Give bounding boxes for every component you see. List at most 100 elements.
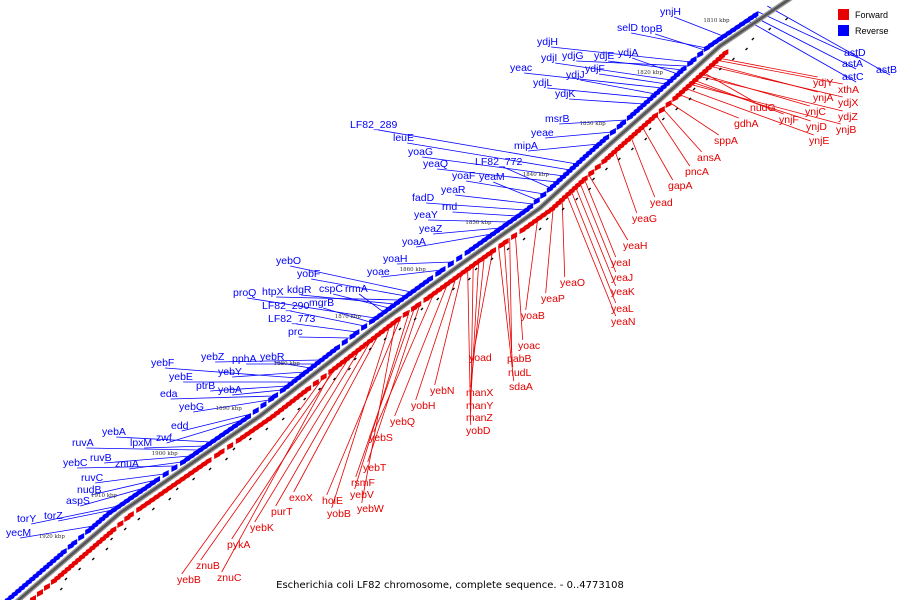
small-mark (474, 267, 478, 271)
forward-gene-label: ynjB (836, 124, 856, 136)
reverse-leader-line (503, 166, 551, 189)
reverse-leader-line (77, 465, 176, 469)
forward-gene-glyph (29, 595, 36, 600)
reverse-leader-line (674, 16, 723, 37)
small-mark (545, 217, 549, 221)
small-mark (91, 557, 95, 561)
forward-gene-label: sdaA (509, 381, 533, 393)
reverse-gene-glyph (85, 527, 92, 535)
small-mark (413, 317, 417, 321)
reverse-gene-label: yebA (102, 426, 126, 438)
reverse-gene-label: yebC (63, 457, 88, 469)
forward-leader-line (715, 59, 843, 85)
reverse-gene-label: yebR (260, 351, 285, 363)
forward-leader-line (467, 267, 472, 426)
forward-gene-label: ynjA (813, 92, 833, 104)
reverse-gene-glyph (697, 50, 704, 58)
reverse-gene-label: yoae (367, 266, 390, 278)
forward-leader-line (525, 217, 539, 311)
forward-leader-line (498, 245, 515, 382)
small-mark (785, 17, 788, 21)
small-mark (604, 167, 608, 171)
forward-gene-glyph (50, 577, 57, 585)
small-mark (768, 27, 772, 31)
forward-leader-line (394, 281, 449, 417)
forward-gene-label: yeaH (623, 240, 648, 252)
reverse-gene-glyph (456, 254, 463, 262)
reverse-gene-glyph (540, 191, 547, 199)
forward-gene-label: nudL (508, 367, 532, 379)
forward-leader-line (641, 125, 674, 181)
forward-gene-label: yeaL (611, 303, 634, 315)
reverse-gene-label: htpX (262, 286, 284, 298)
forward-leader-line (200, 363, 340, 561)
reverse-gene-label: yobF (297, 268, 320, 280)
forward-gene-glyph (43, 583, 50, 591)
reverse-gene-label: prc (288, 326, 303, 338)
forward-leader-line (514, 233, 524, 341)
forward-gene-label: yeaK (611, 286, 635, 298)
reverse-gene-label: ydjA (618, 47, 638, 59)
small-mark (137, 517, 141, 521)
forward-gene-glyph (136, 505, 143, 513)
reverse-gene-glyph (341, 338, 348, 346)
forward-leader-line (354, 309, 411, 490)
reverse-leader-line (569, 98, 645, 105)
reverse-gene-label: astA (842, 58, 863, 70)
reverse-gene-label: topB (641, 23, 663, 35)
forward-leader-line (373, 291, 435, 433)
reverse-gene-glyph (447, 260, 454, 268)
reverse-leader-line (524, 72, 663, 89)
forward-leader-line (361, 319, 397, 504)
forward-gene-label: yebK (250, 522, 274, 534)
reverse-leader-line (290, 310, 365, 327)
reverse-gene-glyphs (4, 11, 759, 600)
forward-leader-line (331, 323, 391, 509)
reverse-gene-label: astD (844, 47, 866, 59)
forward-gene-label: yeaO (560, 277, 585, 289)
reverse-leader-line (290, 265, 412, 293)
reverse-gene-label: ydjL (533, 77, 552, 89)
reverse-gene-glyph (279, 386, 286, 394)
small-mark (630, 147, 634, 151)
reverse-gene-glyph (361, 323, 368, 331)
reverse-gene-label: yeaM (479, 171, 505, 183)
small-mark (561, 207, 565, 211)
forward-gene-label: yobH (411, 400, 436, 412)
small-mark (59, 587, 63, 591)
small-mark (123, 527, 127, 531)
forward-leader-line (583, 177, 617, 258)
reverse-leader-line (545, 131, 613, 139)
forward-leader-line (697, 75, 843, 112)
reverse-gene-label: znuA (115, 458, 139, 470)
forward-gene-glyph (601, 157, 608, 165)
forward-gene-label: yoad (469, 352, 492, 364)
reverse-gene-label: msrB (545, 113, 570, 125)
small-mark (192, 477, 196, 481)
reverse-gene-glyph (349, 332, 356, 340)
reverse-gene-glyph (435, 269, 442, 277)
reverse-leader-line (232, 371, 306, 378)
reverse-leader-line (416, 233, 492, 248)
reverse-leader-line (452, 211, 517, 217)
small-mark (436, 297, 440, 301)
small-mark (110, 537, 114, 541)
reverse-gene-label: yebF (151, 357, 174, 369)
reverse-gene-label: yebZ (201, 351, 225, 363)
reverse-gene-label: ydjH (537, 36, 558, 48)
reverse-gene-label: ruvA (72, 437, 94, 449)
reverse-leader-line (298, 336, 350, 339)
reverse-gene-label: lpxM (130, 437, 152, 449)
tick-label: 1850 kbp (465, 220, 492, 226)
reverse-gene-glyph (162, 470, 169, 478)
reverse-leader-line (528, 143, 599, 152)
small-mark (751, 37, 755, 41)
forward-gene-label: yoac (518, 340, 540, 352)
small-mark (648, 127, 652, 131)
forward-leader-line (231, 353, 352, 540)
forward-leader-line (221, 367, 334, 573)
forward-leader-line (708, 65, 843, 98)
forward-leader-line (566, 193, 617, 317)
reverse-gene-glyph (609, 128, 616, 136)
